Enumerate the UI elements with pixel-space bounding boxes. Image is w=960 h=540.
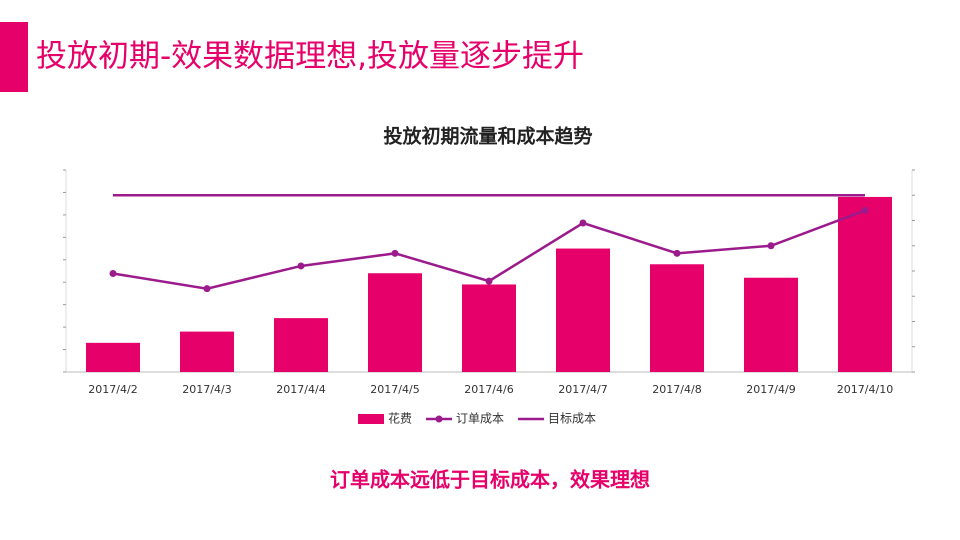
bar [180,331,234,372]
legend-label: 订单成本 [456,412,504,426]
bar [462,284,516,372]
legend-swatch [358,414,384,424]
x-tick-label: 2017/4/9 [746,383,795,396]
line [112,209,866,290]
bar [744,277,798,372]
x-tick-label: 2017/4/6 [464,383,513,396]
x-tick-label: 2017/4/4 [276,383,325,396]
point [767,242,775,250]
point [861,206,869,214]
point [109,270,117,278]
point [391,249,399,257]
point [579,219,587,227]
legend-label: 花费 [388,411,412,426]
legend-label: 目标成本 [548,412,596,426]
x-tick-label: 2017/4/7 [558,383,607,396]
x-tick-label: 2017/4/2 [88,383,137,396]
bar [274,318,328,372]
bar [86,342,140,372]
bar [556,248,610,372]
chart-title: 投放初期流量和成本趋势 [383,125,592,148]
point [297,262,305,270]
point [485,277,493,285]
bar [650,264,704,372]
x-tick-label: 2017/4/3 [182,383,231,396]
bar [368,273,422,372]
legend-marker [435,415,443,423]
title-accent [0,22,28,92]
slide-title: 投放初期-效果数据理想,投放量逐步提升 [36,39,584,75]
conclusion: 订单成本远低于目标成本，效果理想 [330,468,650,492]
point [673,249,681,257]
x-tick-label: 2017/4/10 [837,383,893,396]
x-tick-label: 2017/4/8 [652,383,701,396]
point [203,285,211,293]
bar [838,196,892,372]
x-tick-label: 2017/4/5 [370,383,419,396]
